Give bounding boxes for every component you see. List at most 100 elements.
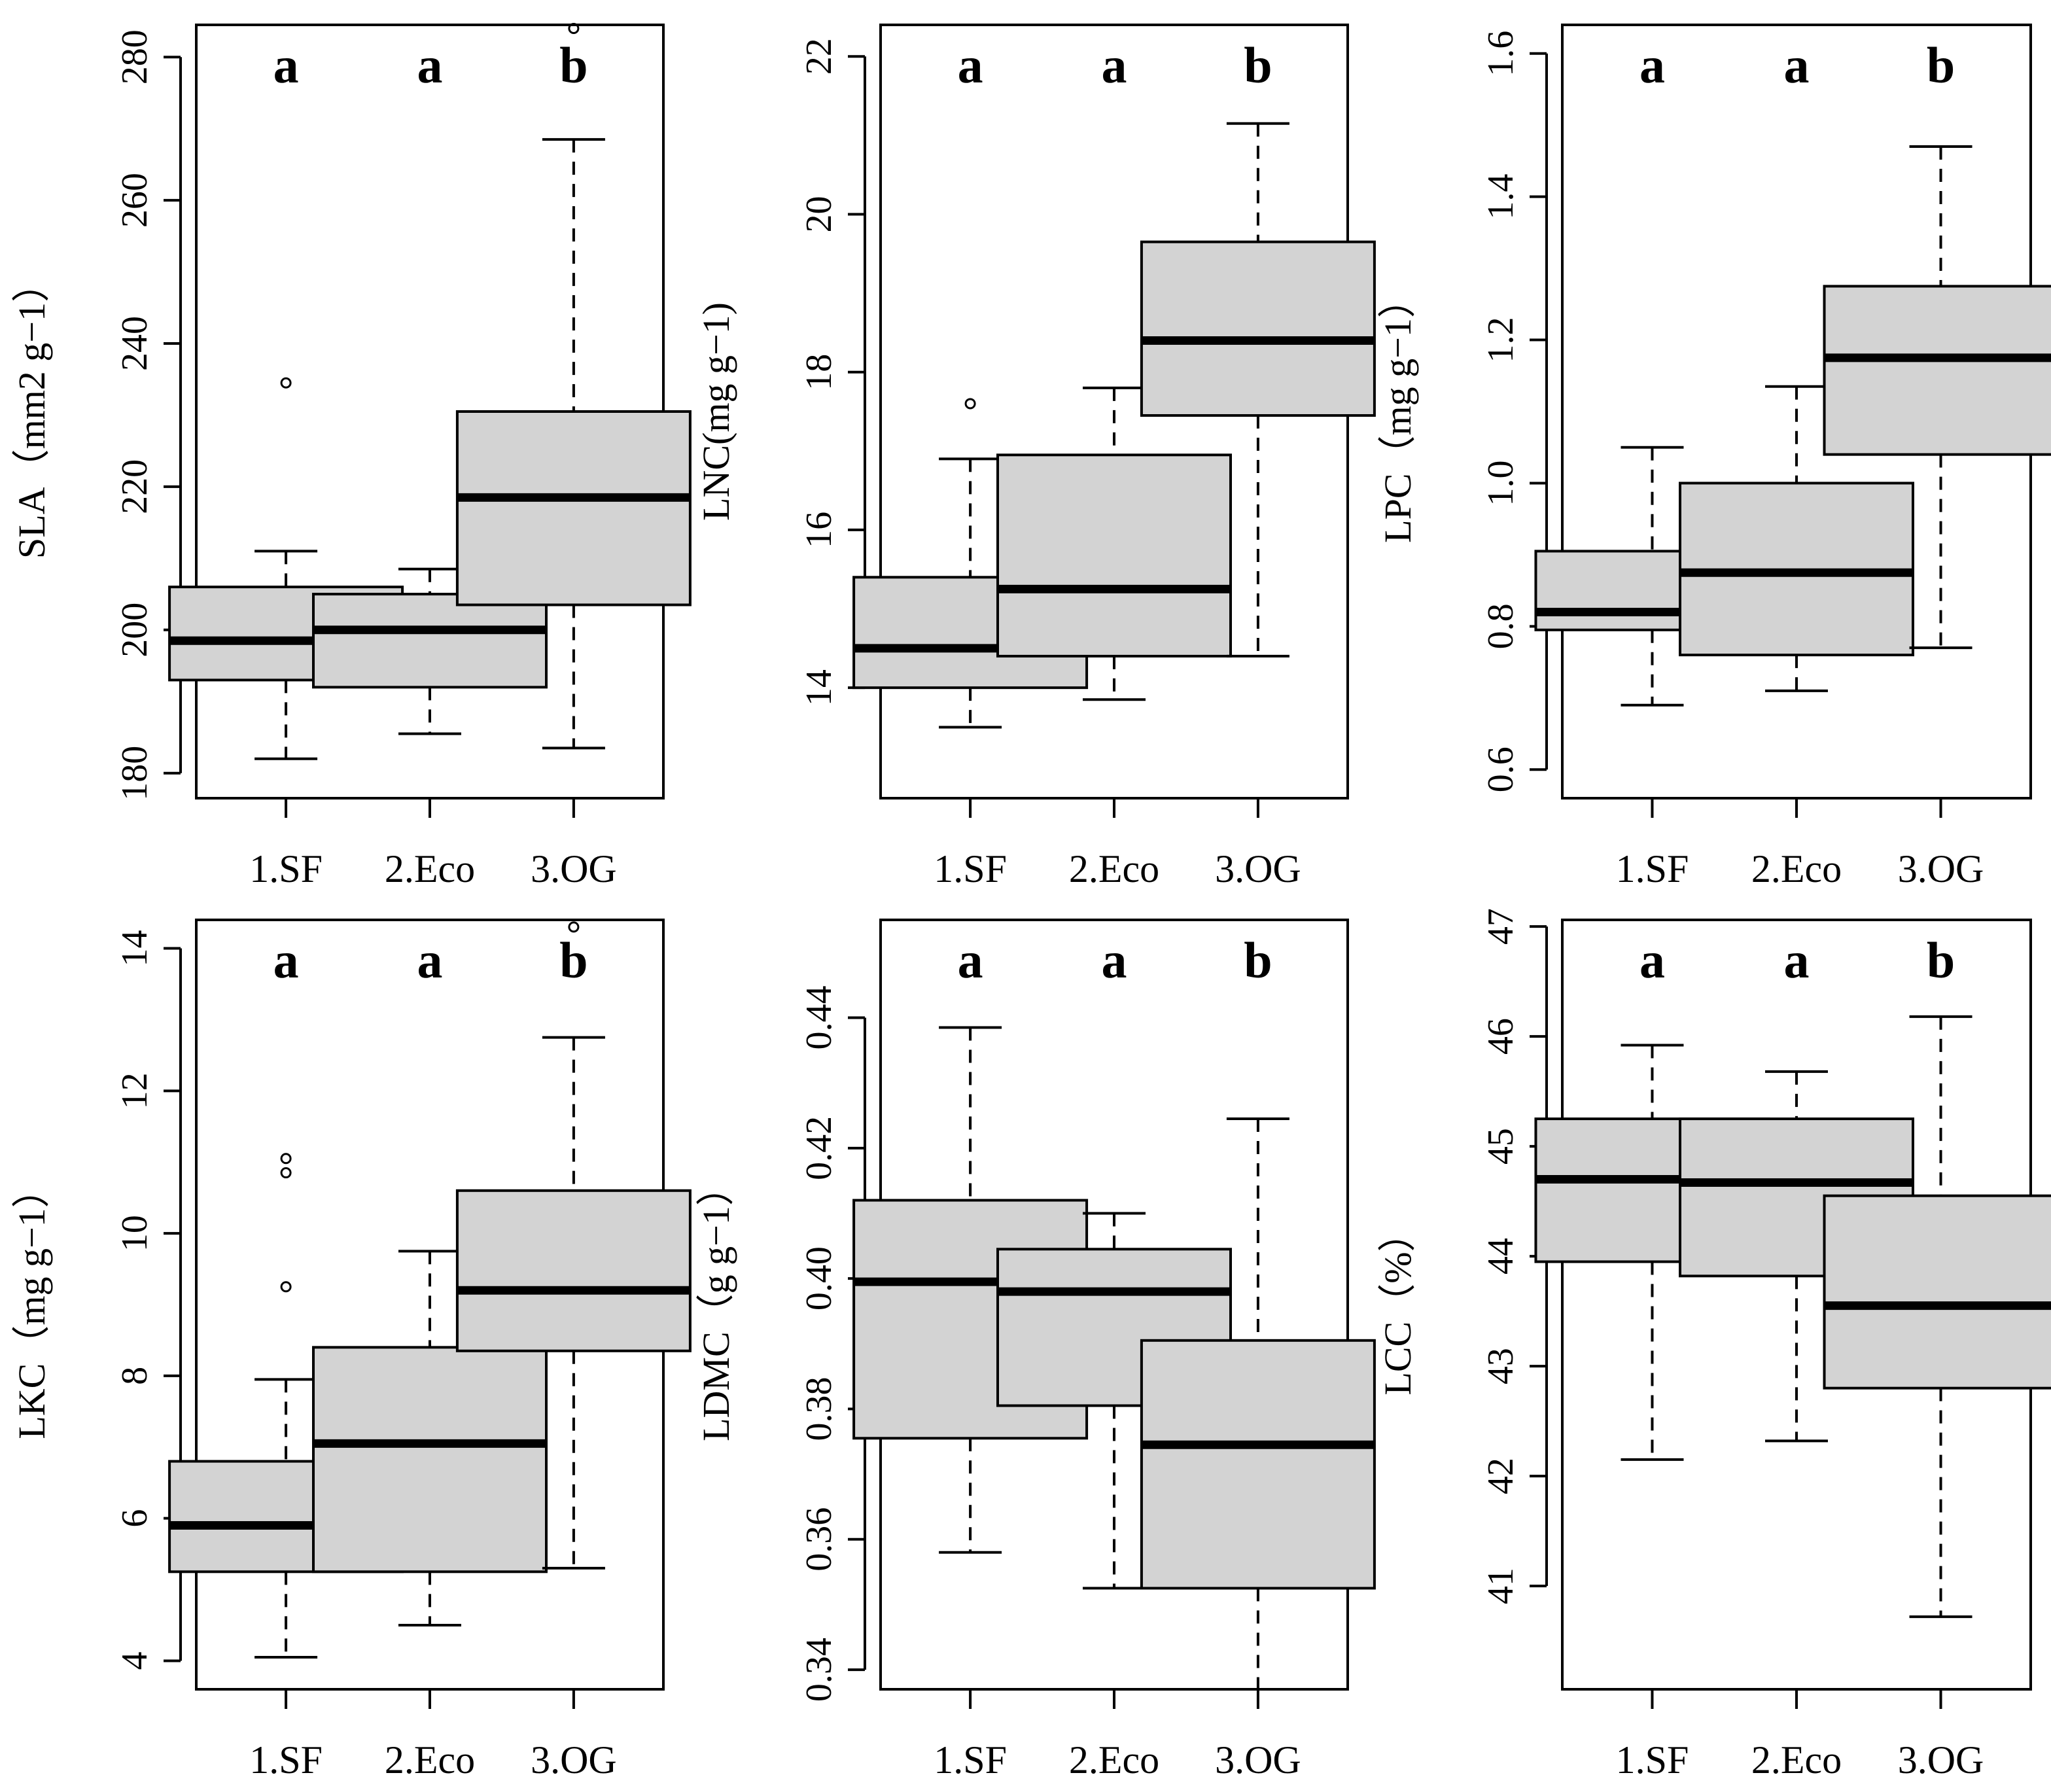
- significance-letter: b: [1927, 37, 1955, 94]
- significance-letter: b: [1244, 37, 1272, 94]
- y-tick-label: 0.8: [1481, 603, 1521, 649]
- y-tick-label: 0.34: [799, 1638, 839, 1702]
- y-tick-label: 200: [114, 603, 155, 658]
- x-tick-label: 1.SF: [934, 1738, 1007, 1782]
- iqr-box: [996, 453, 1232, 658]
- y-tick-label: 240: [114, 316, 155, 371]
- x-tick-label: 2.Eco: [385, 847, 475, 890]
- y-tick-label: 0.42: [799, 1116, 839, 1180]
- significance-letter: a: [958, 37, 983, 94]
- box-3: [1140, 1117, 1376, 1689]
- y-tick-label: 18: [799, 354, 839, 391]
- x-tick-label: 3.OG: [531, 847, 617, 890]
- y-tick-label: 14: [114, 930, 155, 967]
- y-tick-label: 6: [114, 1509, 155, 1528]
- iqr-box: [455, 1189, 692, 1352]
- iqr-box: [1140, 1339, 1376, 1590]
- x-tick-label: 2.Eco: [1751, 1738, 1842, 1782]
- significance-letter: a: [1102, 37, 1127, 94]
- iqr-box: [1823, 285, 2051, 456]
- iqr-box: [312, 1346, 548, 1573]
- iqr-box: [455, 410, 692, 606]
- x-tick-label: 1.SF: [934, 847, 1007, 890]
- y-tick-label: 4: [114, 1651, 155, 1670]
- box-3: [455, 921, 692, 1570]
- box-2: [996, 386, 1232, 701]
- y-tick-label: 1.0: [1481, 460, 1521, 506]
- box-2: [1679, 385, 1914, 692]
- y-tick-label: 220: [114, 459, 155, 514]
- x-tick-label: 2.Eco: [1069, 1738, 1159, 1782]
- y-axis-title: SLA（mm2 g−1）: [10, 264, 53, 559]
- y-axis-title: LCC（%）: [1376, 1214, 1419, 1395]
- outlier-point: [568, 921, 580, 933]
- y-axis-title: LKC（mg g−1）: [10, 1170, 53, 1439]
- box-1: [168, 377, 404, 760]
- y-tick-label: 14: [799, 669, 839, 706]
- y-tick-label: 1.6: [1481, 31, 1521, 77]
- y-tick-label: 10: [114, 1215, 155, 1252]
- y-tick-label: 22: [799, 38, 839, 75]
- x-tick-label: 2.Eco: [385, 1738, 475, 1782]
- y-tick-label: 43: [1481, 1348, 1521, 1384]
- significance-letter: a: [417, 932, 443, 989]
- significance-letter: a: [273, 37, 299, 94]
- box-2: [312, 567, 548, 735]
- x-tick-label: 2.Eco: [1069, 847, 1159, 890]
- y-tick-label: 180: [114, 746, 155, 801]
- significance-letter: b: [1244, 932, 1272, 989]
- y-tick-label: 20: [799, 196, 839, 232]
- significance-letter: a: [1639, 37, 1665, 94]
- y-tick-label: 42: [1481, 1458, 1521, 1494]
- outlier-point: [280, 1167, 292, 1179]
- y-axis-title: LPC（mg g−1）: [1376, 280, 1419, 543]
- box-3: [1823, 145, 2051, 650]
- panel-3: 0.6 0.8 1.0 1.2 1.4 1.6 LPC（mg g−1） a a b 1.SF 2.Ec…: [1376, 24, 2051, 890]
- x-tick-label: 1.SF: [249, 847, 323, 890]
- significance-letter: a: [958, 932, 983, 989]
- x-tick-label: 3.OG: [1215, 847, 1301, 890]
- y-tick-label: 45: [1481, 1128, 1521, 1165]
- panel-5: 0.34 0.36 0.38 0.40 0.42 0.44 LDMC（g g−1） a a b 1.…: [695, 919, 1376, 1782]
- y-tick-label: 260: [114, 173, 155, 228]
- y-tick-label: 0.44: [799, 985, 839, 1049]
- y-tick-label: 0.40: [799, 1246, 839, 1310]
- y-tick-label: 8: [114, 1367, 155, 1385]
- panel-6: 41 42 43 44 45 46 47 LCC（%） a a b 1.SF 2.Eco 3.OG: [1376, 908, 2051, 1782]
- y-tick-label: 0.38: [799, 1377, 839, 1441]
- y-tick-label: 0.6: [1481, 747, 1521, 792]
- significance-letter: a: [1639, 932, 1665, 989]
- x-tick-label: 3.OG: [1898, 1738, 1984, 1782]
- x-tick-label: 3.OG: [1215, 1738, 1301, 1782]
- x-tick-label: 2.Eco: [1751, 847, 1842, 890]
- y-tick-label: 1.2: [1481, 317, 1521, 363]
- box-2: [312, 1250, 548, 1626]
- outlier-point: [964, 398, 976, 410]
- panel-1: 180 200 220 240 260 280 SLA（mm2 g−1） a a b 1.SF 2.E…: [10, 22, 692, 890]
- y-tick-label: 280: [114, 29, 155, 84]
- outlier-point: [280, 1281, 292, 1293]
- significance-letter: b: [559, 37, 587, 94]
- panel-2: 14 16 18 20 22 LNC(mg g−1) a a b 1.SF 2.Eco 3.OG: [695, 24, 1376, 890]
- y-tick-label: 47: [1481, 908, 1521, 945]
- iqr-box: [312, 593, 548, 689]
- y-axis-title: LDMC（g g−1）: [695, 1168, 737, 1441]
- significance-letter: a: [417, 37, 443, 94]
- y-tick-label: 41: [1481, 1568, 1521, 1604]
- significance-letter: b: [1927, 932, 1955, 989]
- y-axis-title: LNC(mg g−1): [695, 302, 737, 521]
- y-tick-label: 12: [114, 1072, 155, 1109]
- iqr-box: [1140, 240, 1376, 417]
- outlier-point: [280, 377, 292, 389]
- x-tick-label: 3.OG: [531, 1738, 617, 1782]
- panel-4: 4 6 8 10 12 14 LKC（mg g−1） a a b 1.SF 2.Eco 3.OG: [10, 919, 692, 1782]
- iqr-box: [1823, 1194, 2051, 1390]
- y-tick-label: 44: [1481, 1238, 1521, 1274]
- x-tick-label: 1.SF: [1616, 1738, 1689, 1782]
- outlier-point: [280, 1153, 292, 1165]
- y-tick-label: 1.4: [1481, 174, 1521, 220]
- y-tick-label: 0.36: [799, 1507, 839, 1572]
- significance-letter: a: [1102, 932, 1127, 989]
- y-tick-label: 46: [1481, 1018, 1521, 1055]
- y-tick-label: 16: [799, 512, 839, 548]
